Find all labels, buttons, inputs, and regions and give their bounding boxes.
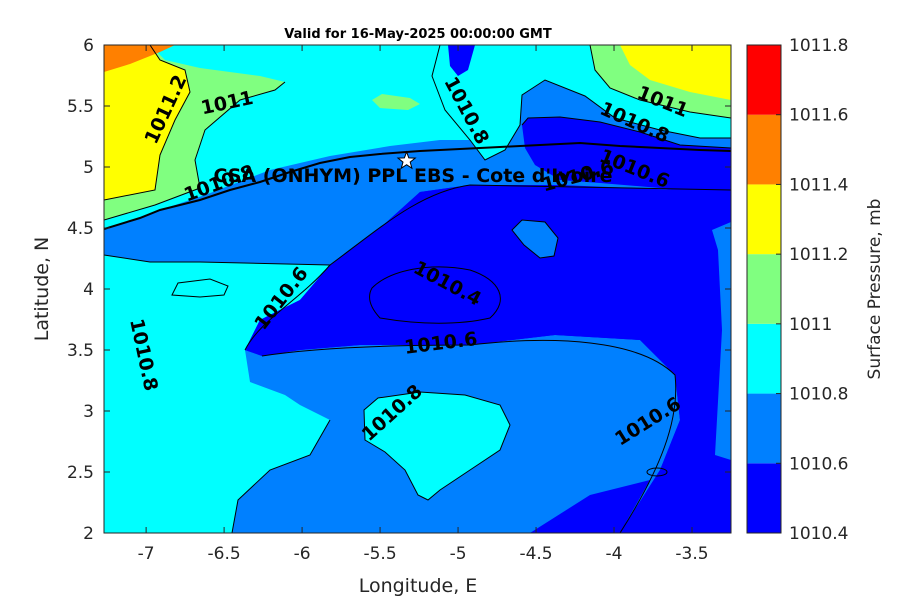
x-tick-label: -4.5 [519, 544, 552, 564]
contour-line-1010-8-north [431, 45, 731, 161]
colorbar-frame [746, 44, 782, 534]
x-tick-label: -7 [138, 544, 155, 564]
contour-line-1011-2 [104, 45, 191, 201]
colorbar-tick-label: 1011.8 [789, 36, 848, 56]
x-tick-label: -5 [450, 544, 467, 564]
contour-line-1010-8-blob [171, 278, 229, 298]
region-1011-2-east [620, 45, 731, 100]
region-1011-4-west [104, 45, 175, 72]
contour-lines [104, 45, 731, 533]
y-tick-label: 6 [83, 36, 94, 56]
colorbar-title: Surface Pressure, mb [865, 199, 885, 380]
colorbar-segment [747, 393, 781, 464]
contour-line-1010-4-south-inner [369, 266, 501, 324]
colorbar: 1010.4 1010.6 1010.8 1011 1011.2 1011.4 1011.6… [746, 36, 848, 544]
coastline [104, 141, 731, 230]
x-tick-label: -5.5 [363, 544, 396, 564]
star-icon [396, 150, 417, 170]
y-axis-label: Latitude, N [31, 237, 53, 342]
contour-line-1010-4-north [521, 116, 731, 149]
region-1010-8-west-blob [172, 279, 228, 297]
colorbar-segment [747, 184, 781, 255]
colorbar-segment [747, 463, 781, 533]
colorbar-tick-label: 1011 [789, 315, 832, 335]
colorbar-segment [747, 254, 781, 324]
x-axis-label: Longitude, E [359, 575, 478, 597]
region-1010-8-south-center [364, 392, 510, 500]
contour-line-1010-6-low [261, 339, 677, 533]
contour-line-tiny-oval [646, 467, 668, 477]
filled-contour-map: 1011.2 1011 1010.8 10111010.81010.61010.610… [104, 45, 731, 533]
contour-line-1010-8-southwest [231, 419, 331, 533]
region-1010-4-top-notch [448, 45, 475, 76]
region-1010-8-southwest [104, 255, 330, 533]
y-tick-label: 5 [83, 158, 94, 178]
contour-line-1010-6-island [511, 219, 559, 259]
region-1011-small [372, 94, 420, 110]
colorbar-tick-label: 1010.4 [789, 524, 848, 544]
x-axis-ticks: -7 -6.5 -6 -5.5 -5 -4.5 -4 -3.5 [138, 45, 709, 564]
x-tick-label: -3.5 [675, 544, 708, 564]
colorbar-tick-label: 1011.6 [789, 106, 848, 126]
site-label: CSA (ONHYM) PPL EBS - Cote d'Ivoire [213, 165, 612, 187]
y-tick-label: 2 [83, 524, 94, 544]
region-1010-4-east [245, 185, 731, 533]
contour-line-1010-8-south [363, 391, 511, 501]
y-axis-ticks: 2 2.5 3 3.5 4 4.5 5 5.5 6 [67, 36, 731, 544]
y-tick-label: 3.5 [67, 341, 94, 361]
contour-line-1011 [104, 81, 286, 221]
contour-line-1011-east [589, 45, 731, 119]
contour-line-1010-8-west [104, 254, 331, 266]
colorbar-segment [747, 323, 781, 394]
y-tick-label: 3 [83, 402, 94, 422]
region-1011-2-west [104, 45, 190, 200]
y-tick-label: 2.5 [67, 463, 94, 483]
y-tick-label: 4 [83, 280, 94, 300]
colorbar-tick-label: 1011.2 [789, 245, 848, 265]
x-tick-label: -4 [606, 544, 623, 564]
plot-title: Valid for 16-May-2025 00:00:00 GMT [284, 27, 552, 42]
x-tick-label: -6.5 [208, 544, 241, 564]
region-1010-6-island-edge [712, 222, 731, 460]
y-tick-label: 5.5 [67, 97, 94, 117]
colorbar-tick-label: 1010.6 [789, 454, 848, 474]
colorbar-tick-label: 1011.4 [789, 175, 848, 195]
colorbar-segment [747, 45, 781, 115]
region-1010-4-south-strip [530, 480, 650, 533]
y-tick-label: 4.5 [67, 219, 94, 239]
x-tick-label: -6 [294, 544, 311, 564]
colorbar-segment [747, 114, 781, 185]
contour-line-1010-6-south [244, 184, 731, 351]
colorbar-tick-label: 1010.8 [789, 385, 848, 405]
region-1010-6-island-east [512, 220, 558, 258]
